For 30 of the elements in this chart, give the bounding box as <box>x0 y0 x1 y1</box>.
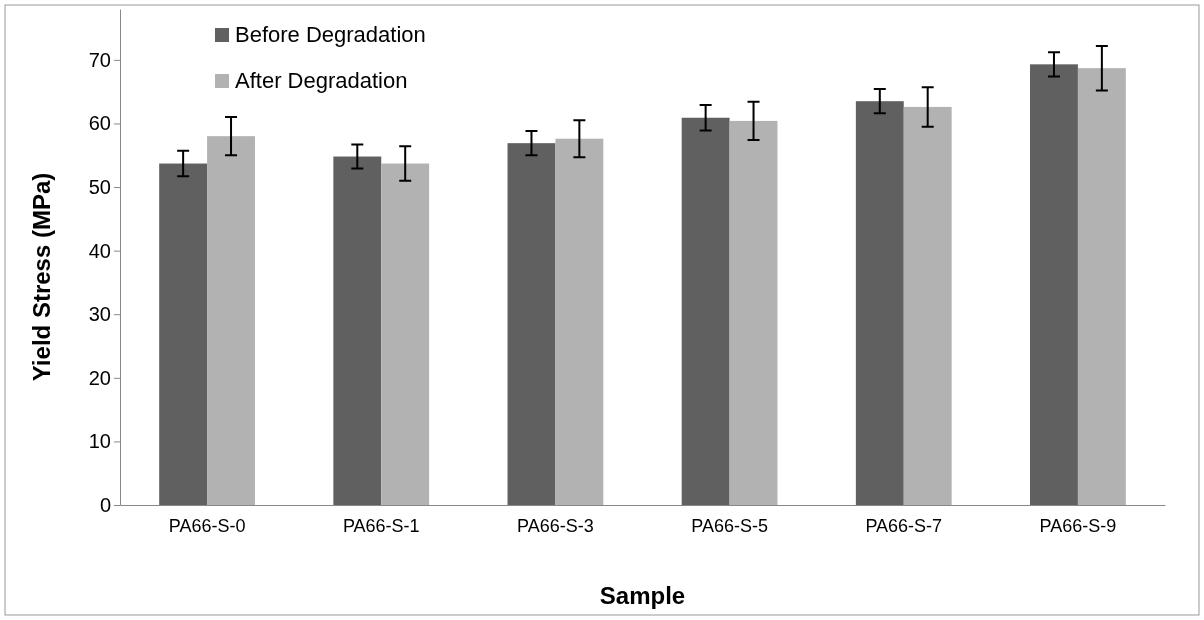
legend-label: After Degradation <box>235 68 408 93</box>
y-tick-label: 60 <box>88 112 111 135</box>
bar <box>555 138 604 505</box>
bar <box>729 120 778 505</box>
bar <box>159 163 208 505</box>
y-tick-label: 50 <box>88 175 111 198</box>
bar <box>855 101 904 505</box>
x-tick-label: PA66-S-5 <box>691 515 768 536</box>
bar <box>333 156 382 505</box>
bar <box>903 106 952 505</box>
y-tick-label: 0 <box>99 493 111 516</box>
x-axis-title: Sample <box>599 582 686 609</box>
x-tick-label: PA66-S-3 <box>517 515 594 536</box>
y-tick-label: 40 <box>88 239 111 262</box>
x-tick-label: PA66-S-9 <box>1039 515 1117 536</box>
y-tick-label: 30 <box>88 303 111 326</box>
bar <box>207 136 255 505</box>
x-tick-label: PA66-S-0 <box>168 515 246 536</box>
y-tick-label: 20 <box>88 366 111 389</box>
y-axis-title: Yield Stress (MPa) <box>28 172 55 382</box>
bar <box>507 143 556 505</box>
y-tick-label: 70 <box>88 48 111 71</box>
y-tick-label: 10 <box>88 430 111 453</box>
legend-label: Before Degradation <box>235 22 426 47</box>
bar <box>1030 64 1078 505</box>
x-tick-label: PA66-S-1 <box>342 515 420 536</box>
bar <box>681 117 730 505</box>
bar <box>1077 68 1126 505</box>
x-tick-label: PA66-S-7 <box>865 515 943 536</box>
bar <box>381 163 430 505</box>
